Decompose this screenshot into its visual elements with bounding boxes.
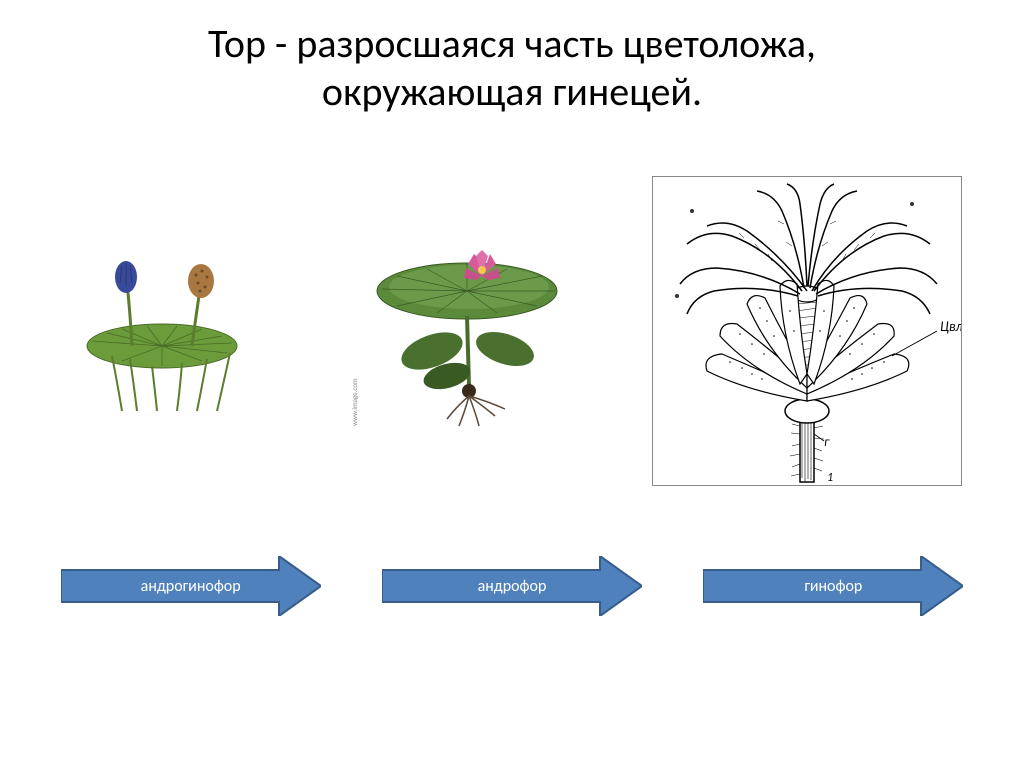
svg-text:www.image.com: www.image.com bbox=[350, 378, 359, 426]
arrows-row: андрогинофор андрофор гинофор bbox=[0, 526, 1024, 616]
arrow-gynophore: гинофор bbox=[703, 556, 963, 616]
title-line-2: окружающая гинецей. bbox=[322, 67, 702, 116]
image-gynophore: Цвл г 1 bbox=[652, 176, 962, 486]
slide-title: Тор - разросшаяся часть цветоложа, окруж… bbox=[0, 0, 1024, 126]
arrow-androgynophore: андрогинофор bbox=[61, 556, 321, 616]
images-row: www.image.com bbox=[0, 126, 1024, 526]
arrow-label-1: андрогинофор bbox=[141, 577, 241, 596]
image-androgynophore bbox=[62, 241, 282, 421]
arrow-label-3: гинофор bbox=[804, 577, 862, 596]
arrow-androphore: андрофор bbox=[382, 556, 642, 616]
title-line-1: Тор - разросшаяся часть цветоложа, bbox=[208, 19, 816, 68]
image-androphore: www.image.com bbox=[347, 221, 587, 441]
arrow-label-2: андрофор bbox=[478, 577, 547, 596]
